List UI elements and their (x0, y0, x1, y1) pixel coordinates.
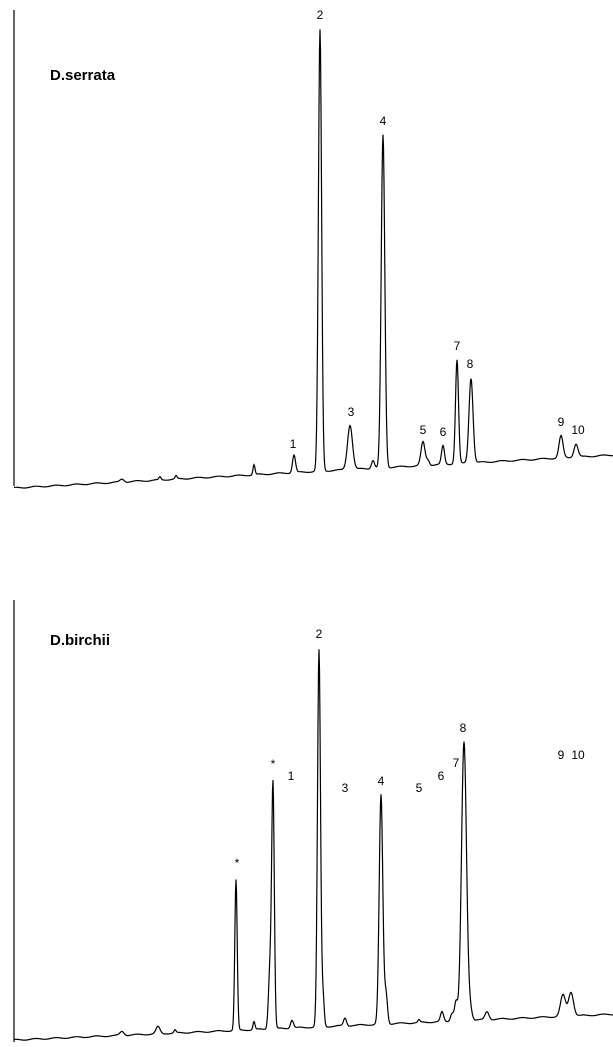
panel-title: D.serrata (50, 67, 116, 84)
peak-label: 8 (460, 721, 467, 735)
peak-label: 10 (571, 423, 585, 437)
peak-label: 7 (453, 756, 460, 770)
peak-label: 1 (290, 437, 297, 451)
peak-label: 9 (558, 748, 565, 762)
trace (14, 29, 613, 489)
peak-label: 9 (558, 415, 565, 429)
trace (14, 649, 613, 1041)
peak-label: 10 (571, 748, 585, 762)
peak-label: 7 (454, 339, 461, 353)
panel-title: D.birchii (50, 632, 110, 649)
peak-label: 5 (416, 781, 423, 795)
peak-label: 6 (438, 769, 445, 783)
peak-label: 1 (288, 769, 295, 783)
peak-label: 5 (420, 423, 427, 437)
peak-label: 6 (440, 425, 447, 439)
peak-label: * (271, 757, 276, 771)
peak-label: 3 (348, 405, 355, 419)
peak-label: 2 (316, 627, 323, 641)
peak-label: 4 (378, 774, 385, 788)
peak-label: 8 (467, 357, 474, 371)
peak-label: 4 (380, 114, 387, 128)
peak-label: * (235, 856, 240, 870)
peak-label: 3 (342, 781, 349, 795)
peak-label: 2 (317, 8, 324, 22)
